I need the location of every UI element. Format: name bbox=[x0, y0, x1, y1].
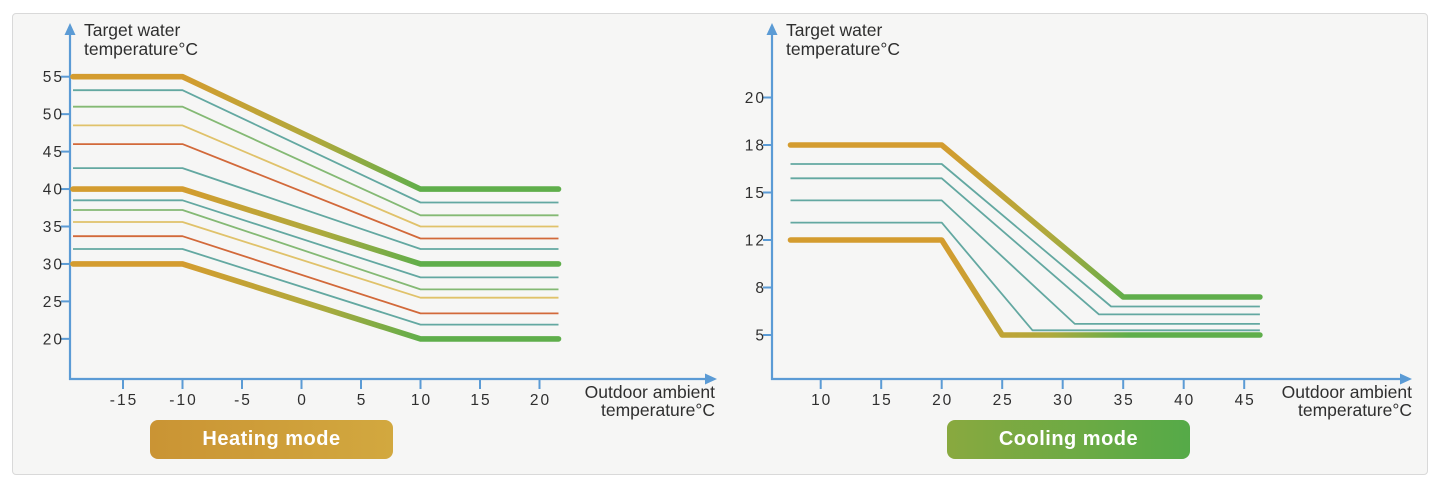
x-tick-label: 35 bbox=[1114, 392, 1135, 409]
y-tick-label: 30 bbox=[43, 256, 64, 273]
x-tick-label: 15 bbox=[470, 392, 491, 409]
x-axis-arrow-icon bbox=[705, 373, 717, 385]
y-axis-title: temperature°C bbox=[84, 39, 198, 59]
heating-curve-10-line bbox=[73, 221, 559, 299]
cooling-mode-badge: Cooling mode bbox=[947, 420, 1190, 459]
x-tick-label: -15 bbox=[110, 392, 138, 409]
x-tick-label: -10 bbox=[169, 392, 197, 409]
heating-curve-3-line bbox=[73, 105, 559, 217]
y-axis-title: Target water bbox=[84, 20, 180, 40]
x-axis-arrow-icon bbox=[1400, 373, 1412, 385]
cooling-curve-3-line bbox=[790, 177, 1260, 316]
heating-chart: 55 50 45 40 35 30 25 20 -15 -10 -5 0 5 10 15 20 Target w… bbox=[43, 20, 717, 420]
cooling-curve-2-line bbox=[790, 163, 1260, 308]
x-tick-label: 10 bbox=[811, 392, 832, 409]
heating-curve-5-line bbox=[73, 143, 559, 240]
y-axis-arrow-icon bbox=[64, 23, 76, 35]
heating-curve-9-line bbox=[73, 209, 559, 291]
y-tick-label: 40 bbox=[43, 182, 64, 199]
x-tick-label: 20 bbox=[530, 392, 551, 409]
y-tick-label: 55 bbox=[43, 69, 64, 86]
cooling-max-curve-line bbox=[787, 142, 1263, 300]
y-tick-label: 20 bbox=[745, 90, 766, 107]
x-tick-label: 45 bbox=[1235, 392, 1256, 409]
x-tick-label: 30 bbox=[1053, 392, 1074, 409]
x-tick-label: 10 bbox=[411, 392, 432, 409]
x-axis-title: Outdoor ambient bbox=[1282, 382, 1412, 402]
heating-curve-8-line bbox=[73, 199, 559, 279]
heating-mode-badge: Heating mode bbox=[150, 420, 393, 459]
x-axis-title: temperature°C bbox=[601, 400, 715, 420]
y-axis-arrow-icon bbox=[766, 23, 778, 35]
y-tick-label: 25 bbox=[43, 294, 64, 311]
x-tick-label: 20 bbox=[932, 392, 953, 409]
heating-curve-11-line bbox=[73, 235, 559, 315]
y-tick-label: 50 bbox=[43, 107, 64, 124]
heating-max-curve-line bbox=[70, 73, 562, 192]
heating-curve-2-line bbox=[73, 89, 559, 204]
y-tick-label: 45 bbox=[43, 144, 64, 161]
x-tick-label: -5 bbox=[234, 392, 252, 409]
heating-min-curve-line bbox=[70, 261, 562, 342]
x-axis-title: temperature°C bbox=[1298, 400, 1412, 420]
x-tick-label: 25 bbox=[993, 392, 1014, 409]
x-tick-label: 5 bbox=[357, 392, 368, 409]
y-tick-label: 12 bbox=[745, 233, 766, 250]
cooling-curve-5-line bbox=[790, 221, 1260, 332]
heating-mid-curve-line bbox=[70, 186, 562, 267]
cooling-min-curve-line bbox=[787, 237, 1263, 338]
y-tick-label: 18 bbox=[745, 138, 766, 155]
x-tick-label: 0 bbox=[297, 392, 308, 409]
x-tick-label: 15 bbox=[872, 392, 893, 409]
x-axis-title: Outdoor ambient bbox=[585, 382, 715, 402]
heating-curve-4-line bbox=[73, 124, 559, 228]
cooling-curve-4-line bbox=[790, 199, 1260, 325]
chart-card bbox=[12, 13, 1428, 475]
y-tick-label: 8 bbox=[755, 280, 766, 297]
heating-curve-6-line bbox=[73, 167, 559, 250]
y-tick-label: 15 bbox=[745, 185, 766, 202]
y-tick-label: 20 bbox=[43, 331, 64, 348]
y-tick-label: 5 bbox=[755, 328, 766, 345]
y-axis-title: Target water bbox=[786, 20, 882, 40]
y-tick-label: 35 bbox=[43, 219, 64, 236]
heating-curve-12-line bbox=[73, 248, 559, 326]
x-tick-label: 40 bbox=[1174, 392, 1195, 409]
y-axis-title: temperature°C bbox=[786, 39, 900, 59]
